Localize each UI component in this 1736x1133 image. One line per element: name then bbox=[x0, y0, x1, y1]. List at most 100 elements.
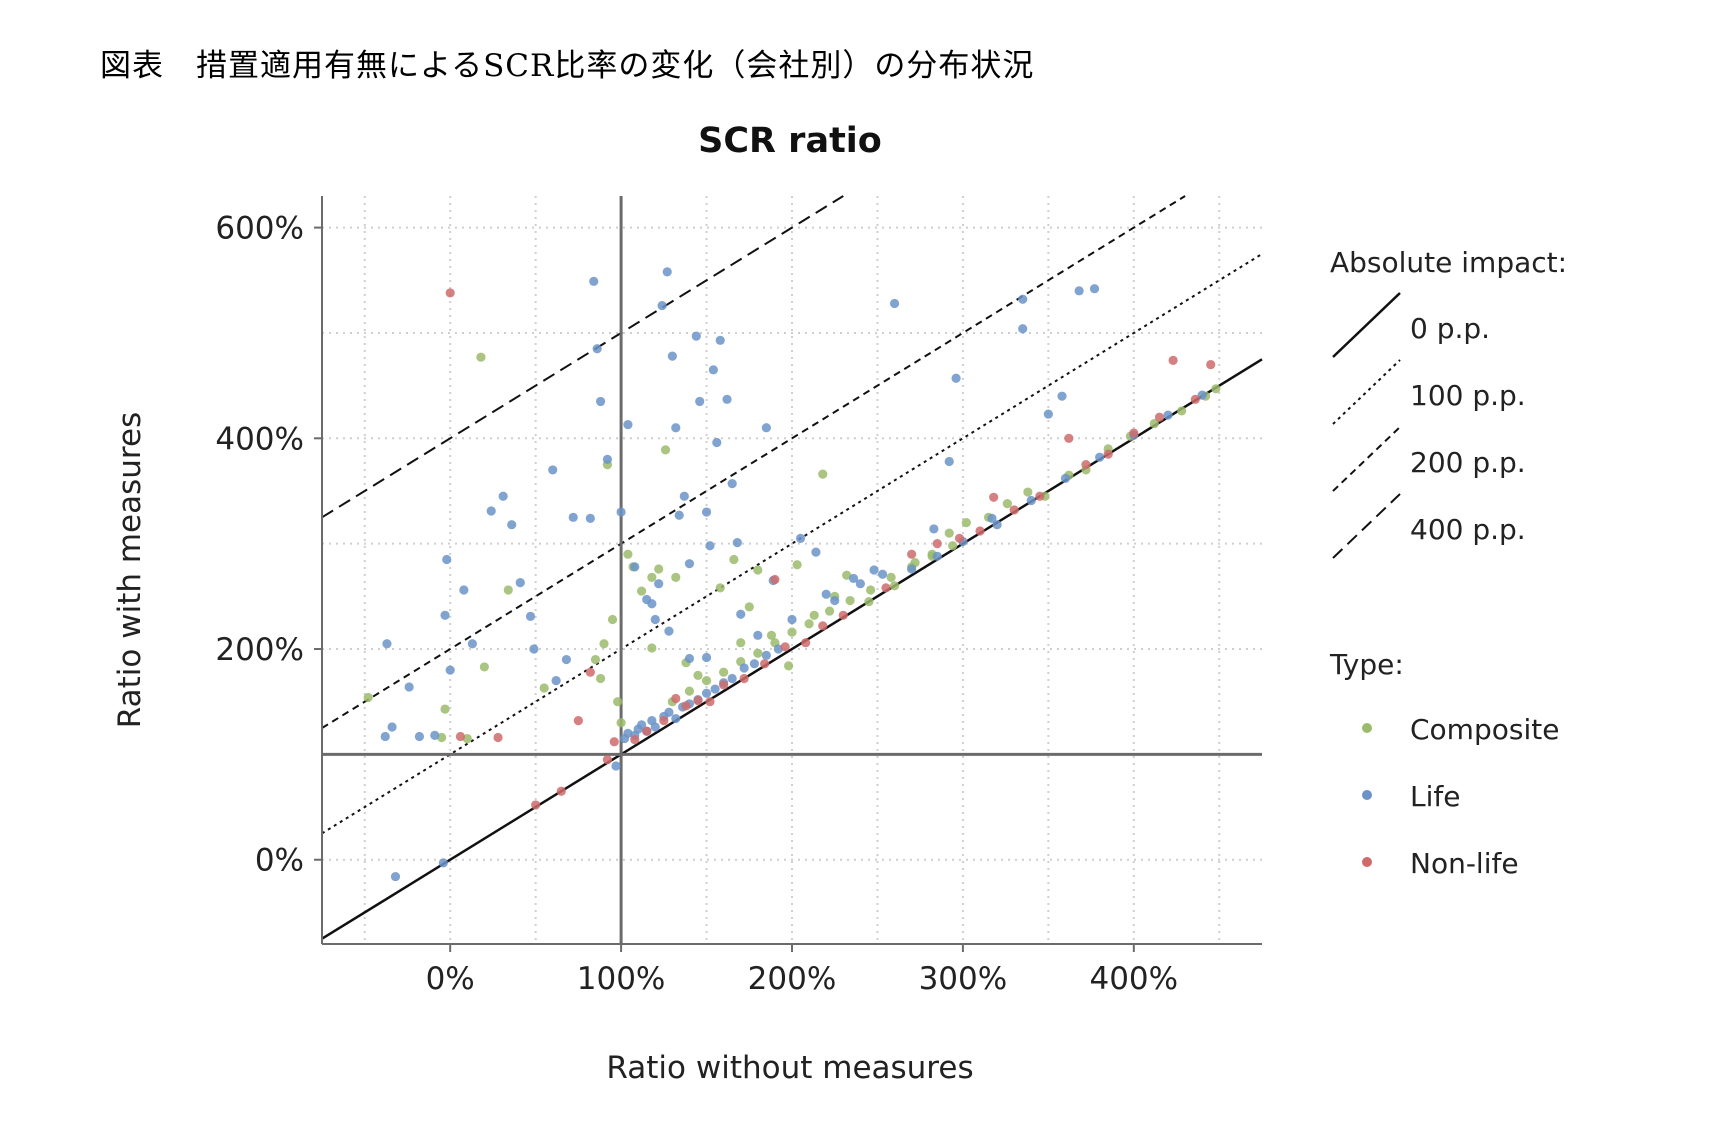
point-life bbox=[507, 520, 517, 530]
point-life bbox=[525, 611, 536, 621]
point-life bbox=[1026, 495, 1036, 506]
point-life bbox=[637, 720, 647, 730]
legend-impact-key-400 bbox=[1332, 493, 1401, 559]
point-composite bbox=[693, 670, 703, 680]
point-life bbox=[414, 731, 425, 742]
point-life bbox=[944, 456, 954, 467]
point-life bbox=[459, 585, 469, 595]
point-life bbox=[821, 589, 831, 599]
point-life bbox=[1018, 294, 1028, 304]
point-non-life bbox=[1064, 433, 1074, 443]
point-life bbox=[515, 578, 525, 588]
point-composite bbox=[729, 554, 739, 565]
point-non-life bbox=[975, 526, 985, 536]
point-life bbox=[992, 520, 1002, 530]
point-composite bbox=[440, 704, 450, 714]
threshold-lines bbox=[322, 196, 1262, 944]
point-composite bbox=[744, 602, 754, 612]
point-non-life bbox=[659, 716, 669, 726]
point-life bbox=[951, 373, 961, 383]
point-life bbox=[657, 300, 667, 311]
point-non-life bbox=[801, 638, 811, 648]
y-tick-label: 400% bbox=[215, 421, 304, 457]
point-life bbox=[616, 507, 626, 517]
x-axis-label: Ratio without measures bbox=[606, 1050, 973, 1086]
point-life bbox=[592, 344, 602, 354]
reference-line-100 bbox=[321, 253, 1263, 835]
figure-caption: 図表 措置適用有無によるSCR比率の変化（会社別）の分布状況 bbox=[100, 48, 1035, 84]
point-composite bbox=[616, 718, 626, 728]
legend: Absolute impact: 0 p.p. 100 p.p. 200 p.p. 4… bbox=[1329, 246, 1567, 880]
legend-impact-items: 0 p.p. 100 p.p. 200 p.p. 400 p.p. bbox=[1332, 292, 1526, 559]
point-life bbox=[907, 564, 917, 574]
point-life bbox=[795, 533, 806, 543]
point-non-life bbox=[1168, 355, 1178, 365]
point-non-life bbox=[609, 737, 619, 747]
point-non-life bbox=[1035, 491, 1045, 501]
point-life bbox=[671, 423, 681, 433]
point-non-life bbox=[602, 755, 613, 765]
point-composite bbox=[944, 528, 954, 538]
point-life bbox=[551, 676, 561, 686]
point-life bbox=[380, 731, 390, 742]
point-composite bbox=[671, 572, 681, 582]
reference-line-200 bbox=[321, 195, 1186, 729]
chart-title: SCR ratio bbox=[698, 121, 882, 161]
point-non-life bbox=[630, 735, 640, 745]
point-life bbox=[430, 730, 440, 741]
point-life bbox=[877, 569, 888, 579]
point-composite bbox=[1211, 384, 1221, 394]
reference-line-400 bbox=[321, 195, 844, 519]
point-composite bbox=[1149, 418, 1159, 429]
point-life bbox=[671, 713, 681, 724]
point-composite bbox=[825, 606, 835, 616]
point-composite bbox=[637, 586, 647, 596]
point-life bbox=[736, 609, 746, 619]
point-life bbox=[848, 573, 859, 584]
point-composite bbox=[1002, 499, 1012, 509]
point-composite bbox=[753, 648, 763, 658]
point-life bbox=[529, 644, 539, 654]
point-composite bbox=[866, 585, 876, 595]
point-life bbox=[1018, 324, 1028, 334]
point-non-life bbox=[531, 800, 541, 810]
point-non-life bbox=[760, 659, 770, 669]
point-life bbox=[1089, 284, 1100, 294]
point-life bbox=[739, 663, 749, 673]
point-life bbox=[662, 267, 672, 277]
point-composite bbox=[647, 572, 657, 582]
point-composite bbox=[1023, 487, 1033, 497]
point-life bbox=[1074, 286, 1084, 296]
legend-type-label: Life bbox=[1410, 780, 1460, 813]
point-life bbox=[667, 351, 677, 361]
x-tick-label: 0% bbox=[426, 961, 475, 997]
point-non-life bbox=[585, 667, 595, 677]
point-life bbox=[889, 298, 900, 309]
point-non-life bbox=[719, 680, 729, 690]
legend-type-label: Non-life bbox=[1410, 847, 1519, 880]
point-non-life bbox=[1103, 449, 1113, 459]
point-non-life bbox=[818, 621, 828, 631]
y-axis-label: Ratio with measures bbox=[112, 412, 148, 728]
point-non-life bbox=[681, 701, 691, 711]
legend-type-title: Type: bbox=[1329, 648, 1404, 681]
point-composite bbox=[503, 585, 513, 595]
point-life bbox=[602, 454, 613, 464]
x-tick-label: 400% bbox=[1089, 961, 1178, 997]
point-life bbox=[561, 654, 572, 665]
point-non-life bbox=[954, 533, 965, 543]
point-composite bbox=[476, 352, 486, 362]
point-composite bbox=[647, 643, 657, 653]
grid-lines bbox=[322, 196, 1262, 944]
point-composite bbox=[787, 627, 797, 637]
point-life bbox=[929, 524, 939, 534]
y-tick-label: 600% bbox=[215, 211, 304, 247]
point-non-life bbox=[455, 731, 466, 742]
point-life bbox=[647, 599, 657, 609]
point-composite bbox=[1177, 406, 1187, 416]
point-non-life bbox=[573, 716, 583, 726]
x-tick-label: 100% bbox=[577, 961, 666, 997]
point-composite bbox=[715, 583, 725, 593]
point-composite bbox=[753, 565, 763, 575]
